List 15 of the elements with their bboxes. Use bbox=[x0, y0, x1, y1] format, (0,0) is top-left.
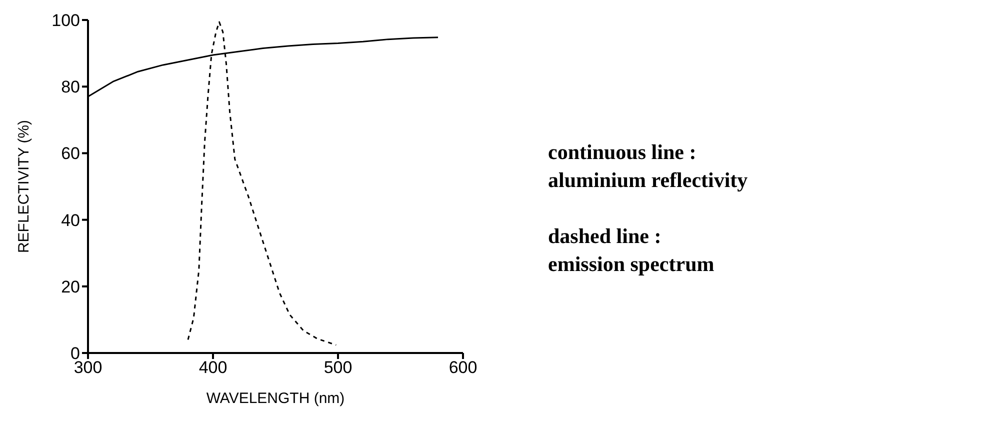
x-tick-label: 600 bbox=[448, 358, 478, 378]
x-axis-title: WAVELENGTH (nm) bbox=[206, 390, 345, 407]
text: emission spectrum bbox=[548, 251, 716, 278]
y-axis-title: REFLECTIVITY (%) bbox=[15, 120, 32, 254]
y-tick-label: 100 bbox=[52, 11, 80, 30]
y-tick-label: 60 bbox=[61, 144, 80, 164]
y-tick-label: 80 bbox=[61, 78, 80, 97]
x-tick-label: 500 bbox=[324, 358, 352, 378]
text: dashed line : bbox=[548, 223, 662, 250]
text: continuous line : bbox=[548, 139, 698, 166]
x-tick-label: 300 bbox=[74, 358, 102, 378]
y-tick-label: 40 bbox=[61, 210, 80, 230]
text: aluminium reflectivity bbox=[548, 167, 748, 194]
x-tick-label: 400 bbox=[198, 358, 228, 378]
y-tick-label: 20 bbox=[61, 277, 80, 296]
